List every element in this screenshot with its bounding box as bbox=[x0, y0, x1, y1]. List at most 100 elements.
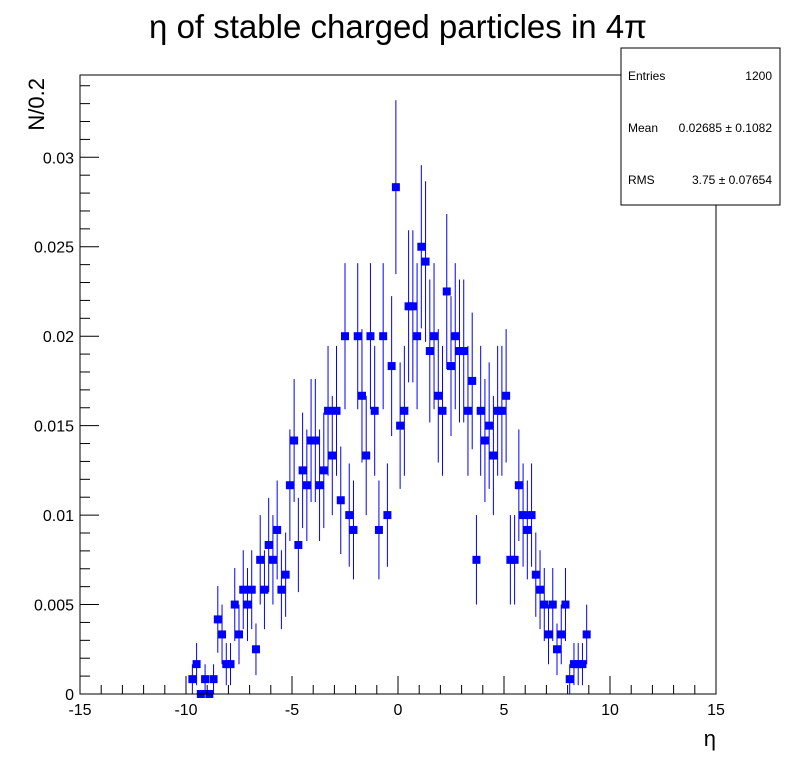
stats-mean-value: 0.02685 ± 0.1082 bbox=[679, 121, 773, 135]
data-point bbox=[260, 585, 269, 594]
data-point bbox=[383, 511, 392, 520]
x-axis: -15 -10 -5 0 5 10 15 bbox=[68, 676, 725, 719]
stats-mean-label: Mean bbox=[628, 121, 658, 135]
data-point bbox=[256, 555, 265, 564]
data-point bbox=[230, 600, 239, 609]
data-point bbox=[506, 555, 515, 564]
data-point bbox=[463, 406, 472, 415]
data-point bbox=[379, 332, 388, 341]
data-point bbox=[510, 555, 519, 564]
data-point bbox=[438, 406, 447, 415]
data-point bbox=[357, 391, 366, 400]
data-point bbox=[544, 630, 553, 639]
data-point bbox=[328, 451, 337, 460]
data-point bbox=[294, 540, 303, 549]
stats-entries-value: 1200 bbox=[745, 69, 772, 83]
data-point bbox=[218, 630, 227, 639]
data-point bbox=[472, 555, 481, 564]
data-point bbox=[319, 466, 328, 475]
x-tick-label: -5 bbox=[285, 702, 299, 719]
data-point bbox=[527, 511, 536, 520]
data-point bbox=[366, 332, 375, 341]
data-point bbox=[226, 660, 235, 669]
data-point bbox=[349, 525, 358, 534]
stats-entries-label: Entries bbox=[628, 69, 665, 83]
data-point bbox=[391, 183, 400, 192]
data-point bbox=[531, 570, 540, 579]
data-point bbox=[315, 481, 324, 490]
y-tick-label: 0.01 bbox=[43, 508, 74, 525]
data-point bbox=[468, 376, 477, 385]
data-point bbox=[298, 466, 307, 475]
data-point bbox=[502, 391, 511, 400]
data-point bbox=[281, 570, 290, 579]
data-point bbox=[188, 675, 197, 684]
data-point bbox=[455, 347, 464, 356]
data-point bbox=[201, 675, 210, 684]
stats-rms-label: RMS bbox=[628, 173, 655, 187]
data-point bbox=[311, 436, 320, 445]
data-point bbox=[404, 302, 413, 311]
data-point bbox=[485, 421, 494, 430]
data-point bbox=[430, 332, 439, 341]
data-point bbox=[548, 600, 557, 609]
data-point bbox=[277, 585, 286, 594]
data-point bbox=[480, 436, 489, 445]
data-point bbox=[582, 630, 591, 639]
data-point bbox=[425, 347, 434, 356]
data-point bbox=[251, 645, 260, 654]
data-point bbox=[222, 660, 231, 669]
data-point bbox=[413, 332, 422, 341]
data-point bbox=[476, 406, 485, 415]
data-point bbox=[290, 436, 299, 445]
data-point bbox=[519, 511, 528, 520]
stats-rms-value: 3.75 ± 0.07654 bbox=[692, 173, 772, 187]
data-point bbox=[362, 451, 371, 460]
data-point bbox=[569, 660, 578, 669]
data-point bbox=[387, 362, 396, 371]
x-tick-label: -15 bbox=[68, 702, 91, 719]
data-point bbox=[345, 511, 354, 520]
data-point bbox=[553, 645, 561, 654]
data-point bbox=[353, 332, 362, 341]
x-tick-label: -10 bbox=[174, 702, 197, 719]
data-point bbox=[209, 675, 218, 684]
data-point bbox=[247, 585, 256, 594]
data-point bbox=[565, 675, 574, 684]
data-point bbox=[459, 347, 468, 356]
data-point bbox=[523, 525, 532, 534]
y-axis-label: N/0.2 bbox=[24, 78, 49, 131]
data-point bbox=[302, 481, 311, 490]
data-point bbox=[307, 436, 316, 445]
data-point bbox=[434, 391, 443, 400]
data-point bbox=[417, 242, 426, 251]
data-point bbox=[493, 406, 502, 415]
stats-box: Entries 1200 Mean 0.02685 ± 0.1082 RMS 3… bbox=[620, 47, 781, 206]
chart-title: η of stable charged particles in 4π bbox=[149, 8, 647, 45]
y-axis: 0 0.005 0.01 0.015 0.02 0.025 0.03 bbox=[34, 85, 99, 704]
data-point bbox=[442, 287, 451, 296]
data-point bbox=[239, 585, 248, 594]
y-tick-label: 0 bbox=[65, 687, 74, 704]
stats-box-frame bbox=[620, 47, 781, 206]
data-point bbox=[332, 406, 341, 415]
data-point bbox=[396, 421, 405, 430]
y-tick-label: 0.015 bbox=[34, 419, 74, 436]
data-point bbox=[536, 585, 545, 594]
data-point bbox=[273, 525, 282, 534]
x-tick-label: 15 bbox=[707, 702, 725, 719]
data-point bbox=[192, 660, 201, 669]
data-point bbox=[324, 406, 333, 415]
data-point bbox=[421, 257, 430, 266]
data-point bbox=[578, 660, 587, 669]
data-point bbox=[213, 615, 222, 624]
x-tick-label: 10 bbox=[601, 702, 619, 719]
y-tick-label: 0.02 bbox=[43, 329, 74, 346]
data-point bbox=[451, 332, 460, 341]
data-point bbox=[561, 600, 570, 609]
x-axis-label: η bbox=[704, 726, 716, 751]
data-point bbox=[374, 525, 383, 534]
y-tick-label: 0.005 bbox=[34, 598, 74, 615]
data-point bbox=[489, 451, 498, 460]
